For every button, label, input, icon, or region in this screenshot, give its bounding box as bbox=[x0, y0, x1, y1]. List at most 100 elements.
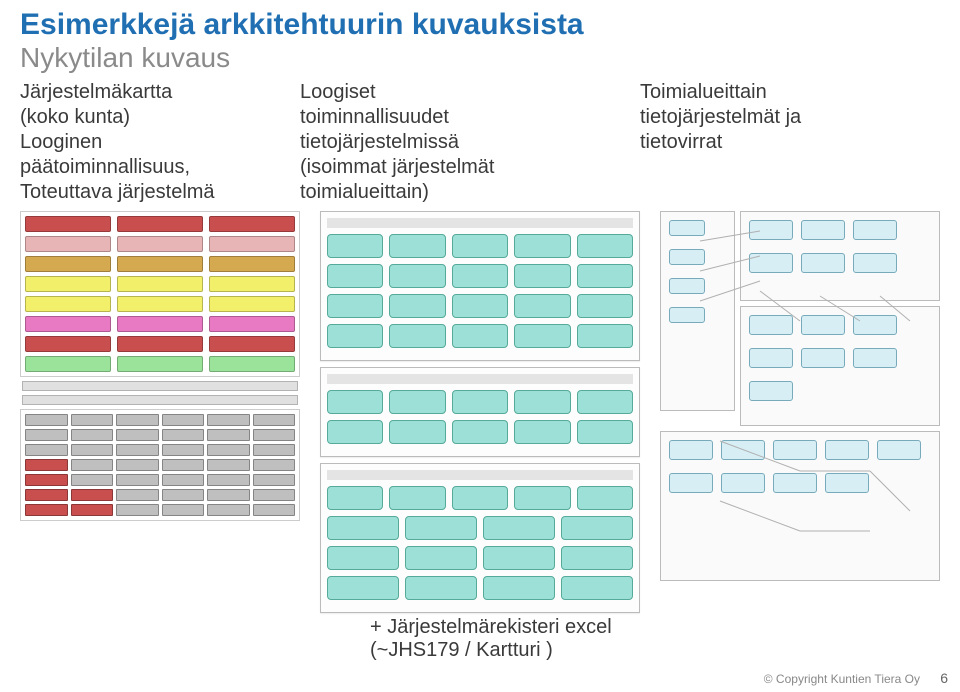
flow-node bbox=[327, 390, 383, 414]
d1-small-box bbox=[162, 444, 205, 456]
col2-line: tietojärjestelmissä bbox=[300, 130, 610, 155]
d1-small-box bbox=[253, 429, 296, 441]
network-panel bbox=[740, 211, 940, 301]
network-node bbox=[853, 348, 897, 368]
d1-small-box bbox=[162, 489, 205, 501]
flow-node bbox=[514, 390, 570, 414]
flow-node bbox=[452, 420, 508, 444]
d1-small-box bbox=[116, 429, 159, 441]
d1-small-box bbox=[253, 474, 296, 486]
copyright: © Copyright Kuntien Tiera Oy bbox=[764, 672, 920, 686]
network-panel bbox=[660, 211, 735, 411]
network-node bbox=[749, 220, 793, 240]
d1-box bbox=[209, 316, 295, 332]
d1-small-box bbox=[25, 474, 68, 486]
flow-node bbox=[514, 486, 570, 510]
footer-note: + Järjestelmärekisteri excel(~JHS179 / K… bbox=[370, 616, 612, 662]
d1-box bbox=[117, 336, 203, 352]
d1-box bbox=[25, 236, 111, 252]
flow-node bbox=[389, 486, 445, 510]
flow-panel bbox=[320, 367, 640, 457]
d1-box bbox=[209, 336, 295, 352]
network-node bbox=[749, 253, 793, 273]
network-node bbox=[669, 278, 705, 294]
diagram-network bbox=[660, 211, 940, 631]
d1-box bbox=[117, 316, 203, 332]
d1-small-box bbox=[253, 504, 296, 516]
d1-small-box bbox=[253, 414, 296, 426]
d1-box bbox=[209, 296, 295, 312]
flow-node bbox=[327, 486, 383, 510]
col1-line: päätoiminnallisuus, bbox=[20, 155, 270, 180]
flow-node bbox=[577, 324, 633, 348]
col3-line: tietovirrat bbox=[640, 130, 940, 155]
d1-band bbox=[22, 395, 298, 405]
flow-node bbox=[327, 234, 383, 258]
d1-small-box bbox=[162, 414, 205, 426]
d1-box bbox=[117, 236, 203, 252]
flow-panel bbox=[320, 463, 640, 613]
column-2-desc: Loogiset toiminnallisuudet tietojärjeste… bbox=[300, 80, 610, 205]
d1-small-box bbox=[253, 459, 296, 471]
network-node bbox=[669, 249, 705, 265]
slide-subtitle: Nykytilan kuvaus bbox=[0, 42, 960, 80]
flow-node bbox=[514, 324, 570, 348]
flow-node bbox=[405, 576, 477, 600]
d1-band bbox=[22, 381, 298, 391]
flow-node bbox=[327, 546, 399, 570]
flow-node bbox=[452, 390, 508, 414]
d1-box bbox=[209, 236, 295, 252]
d1-small-box bbox=[25, 459, 68, 471]
network-node bbox=[825, 440, 869, 460]
flow-node bbox=[327, 294, 383, 318]
d1-small-box bbox=[207, 489, 250, 501]
flow-node bbox=[327, 324, 383, 348]
d1-box bbox=[117, 296, 203, 312]
d1-small-box bbox=[207, 504, 250, 516]
flow-node bbox=[514, 264, 570, 288]
col3-line: Toimialueittain bbox=[640, 80, 940, 105]
d1-small-box bbox=[116, 474, 159, 486]
network-node bbox=[773, 440, 817, 460]
network-node bbox=[669, 220, 705, 236]
slide-title: Esimerkkejä arkkitehtuurin kuvauksista bbox=[0, 0, 960, 42]
flow-node bbox=[452, 486, 508, 510]
d1-small-box bbox=[207, 444, 250, 456]
d1-box bbox=[25, 216, 111, 232]
column-descriptions: Järjestelmäkartta (koko kunta) Looginen … bbox=[0, 80, 960, 205]
flow-node bbox=[561, 576, 633, 600]
d1-small-box bbox=[71, 504, 114, 516]
col2-line: toimialueittain) bbox=[300, 180, 610, 205]
flow-node bbox=[327, 576, 399, 600]
d1-small-box bbox=[116, 414, 159, 426]
flow-node bbox=[452, 264, 508, 288]
flow-node bbox=[389, 420, 445, 444]
d1-box bbox=[209, 256, 295, 272]
flow-node bbox=[389, 294, 445, 318]
column-1-desc: Järjestelmäkartta (koko kunta) Looginen … bbox=[20, 80, 270, 205]
col2-line: Loogiset bbox=[300, 80, 610, 105]
d1-small-box bbox=[71, 459, 114, 471]
flow-node bbox=[405, 546, 477, 570]
flow-node bbox=[577, 264, 633, 288]
col1-line: Toteuttava järjestelmä bbox=[20, 180, 270, 205]
d1-small-box bbox=[162, 474, 205, 486]
d1-small-box bbox=[25, 489, 68, 501]
col1-line: Järjestelmäkartta bbox=[20, 80, 270, 105]
d1-box bbox=[209, 356, 295, 372]
network-node bbox=[801, 220, 845, 240]
network-node bbox=[749, 315, 793, 335]
flow-node bbox=[561, 546, 633, 570]
page-number: 6 bbox=[940, 670, 948, 686]
d1-small-box bbox=[25, 504, 68, 516]
network-node bbox=[773, 473, 817, 493]
d1-box bbox=[25, 296, 111, 312]
flow-node bbox=[327, 264, 383, 288]
flow-node bbox=[389, 324, 445, 348]
d1-small-box bbox=[207, 414, 250, 426]
d1-box bbox=[209, 276, 295, 292]
d1-small-box bbox=[116, 489, 159, 501]
d1-small-box bbox=[253, 489, 296, 501]
d1-small-box bbox=[71, 444, 114, 456]
d1-small-box bbox=[71, 489, 114, 501]
